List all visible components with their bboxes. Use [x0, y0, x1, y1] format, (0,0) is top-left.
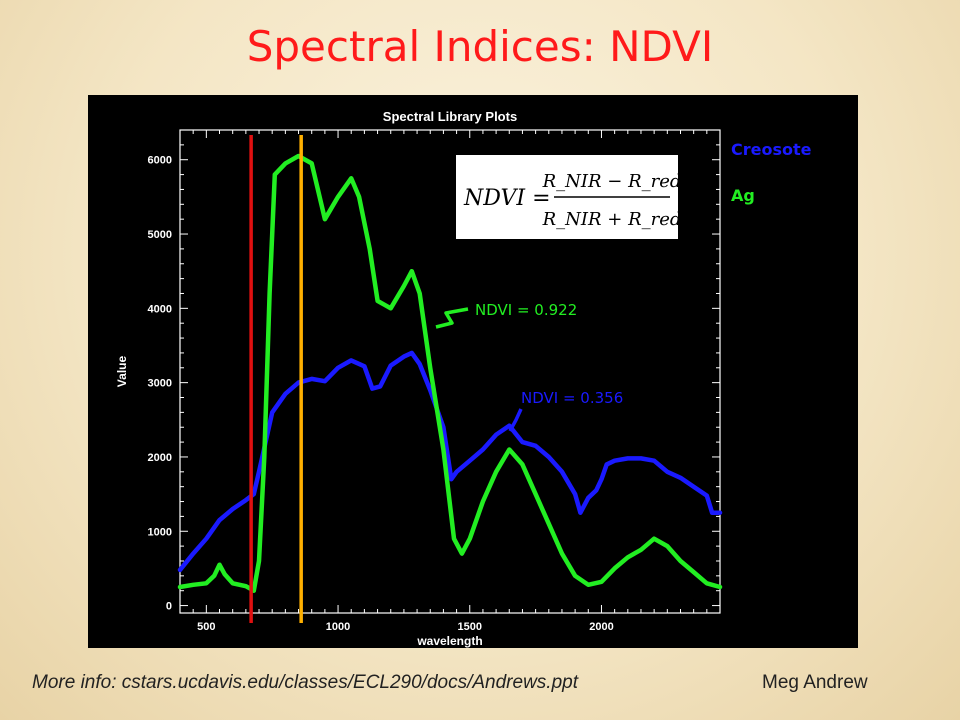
- spectral-plot-panel: NDVI = 0.922 NDVI = 0.356 NDVI = R_NIR − R_…: [88, 95, 858, 648]
- x-axis-label: wavelength: [416, 634, 482, 648]
- equation-denominator: R_NIR + R_red: [542, 209, 682, 230]
- ndvi-creosote-label: NDVI = 0.356: [521, 389, 623, 407]
- x-tick-label: 2000: [589, 621, 613, 633]
- footer-author: Meg Andrew: [762, 672, 868, 693]
- legend-creosote: Creosote: [731, 140, 812, 159]
- ndvi-creosote-arrow: [508, 408, 523, 432]
- ndvi-ag-arrow: [435, 307, 469, 329]
- slide-title: Spectral Indices: NDVI: [246, 22, 714, 71]
- series-line-ag: [177, 153, 723, 593]
- equation-lhs: NDVI =: [463, 186, 551, 211]
- y-tick-label: 3000: [148, 378, 172, 390]
- y-tick-label: 0: [166, 601, 172, 613]
- x-tick-label: 1000: [326, 621, 350, 633]
- equation-numerator: R_NIR − R_red: [542, 171, 682, 192]
- y-tick-label: 2000: [148, 452, 172, 464]
- y-tick-label: 4000: [148, 303, 172, 315]
- y-tick-label: 5000: [148, 229, 172, 241]
- y-tick-label: 1000: [148, 526, 172, 538]
- footer-reference-link[interactable]: More info: cstars.ucdavis.edu/classes/EC…: [32, 672, 578, 693]
- plot-frame: [179, 129, 721, 614]
- series-line-creosote: [177, 350, 723, 573]
- x-tick-label: 500: [197, 621, 215, 633]
- chart-title: Spectral Library Plots: [383, 109, 517, 124]
- y-axis-label: Value: [115, 356, 129, 388]
- legend-ag: Ag: [731, 186, 755, 205]
- y-tick-label: 6000: [148, 155, 172, 167]
- ndvi-ag-label: NDVI = 0.922: [475, 301, 577, 319]
- x-tick-label: 1500: [458, 621, 482, 633]
- spectral-chart: NDVI = 0.922 NDVI = 0.356 NDVI =R_NIR − R_…: [115, 109, 812, 648]
